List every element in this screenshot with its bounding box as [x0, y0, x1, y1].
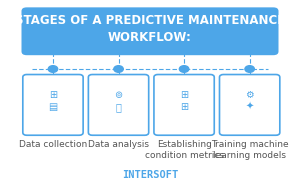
Text: ⊞
▤: ⊞ ▤ — [48, 90, 58, 112]
Text: Training machine
learning models: Training machine learning models — [211, 140, 289, 160]
Text: Data analysis: Data analysis — [88, 140, 149, 149]
Text: Data collection: Data collection — [19, 140, 87, 149]
Text: INTERSOFT: INTERSOFT — [122, 170, 178, 180]
FancyBboxPatch shape — [220, 75, 280, 135]
Text: Establishing
condition metrics: Establishing condition metrics — [145, 140, 224, 160]
Circle shape — [245, 66, 254, 72]
FancyBboxPatch shape — [154, 75, 214, 135]
Circle shape — [179, 66, 189, 72]
FancyBboxPatch shape — [88, 75, 149, 135]
Circle shape — [114, 66, 123, 72]
Text: ⚙
✦: ⚙ ✦ — [245, 90, 254, 112]
Text: ⊚
🔍: ⊚ 🔍 — [115, 90, 123, 112]
FancyBboxPatch shape — [23, 75, 83, 135]
Circle shape — [48, 66, 58, 72]
Text: ⊞
⊞: ⊞ ⊞ — [180, 90, 188, 112]
FancyBboxPatch shape — [22, 7, 278, 55]
Text: STAGES OF A PREDICTIVE MAINTENANCE
WORKFLOW:: STAGES OF A PREDICTIVE MAINTENANCE WORKF… — [15, 13, 285, 44]
